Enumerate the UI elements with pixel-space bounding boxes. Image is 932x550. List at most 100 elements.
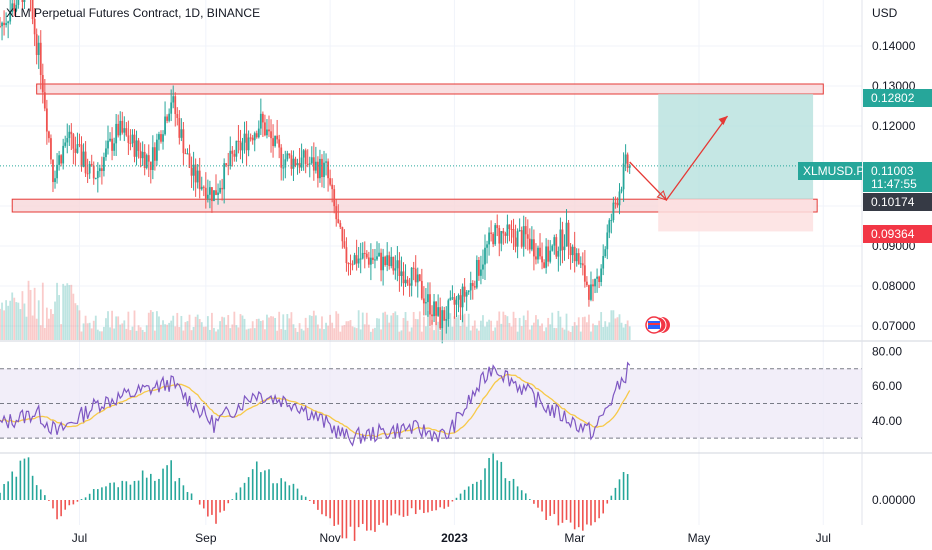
macd-bar — [117, 487, 119, 500]
volume-bar — [13, 297, 16, 340]
volume-bar — [141, 329, 144, 340]
candle-body — [363, 252, 366, 254]
price-tick: 0.08000 — [872, 279, 916, 293]
candle-body — [266, 129, 268, 136]
time-axis[interactable]: Jul Sep Nov 2023 Mar May Jul — [72, 531, 831, 545]
candle-body — [522, 226, 525, 247]
candle-body — [418, 274, 421, 281]
candle-body — [278, 139, 281, 148]
macd-tick: 0.00000 — [872, 493, 916, 507]
volume-bar — [488, 319, 490, 340]
volume-bar — [282, 314, 285, 340]
candle-body — [425, 302, 427, 304]
macd-bar — [545, 500, 547, 520]
candle-body — [9, 11, 12, 22]
volume-bar — [530, 325, 533, 340]
price-axis[interactable]: USD 0.140000.130000.120000.100000.090000… — [872, 6, 916, 507]
macd-bar — [431, 500, 433, 511]
candle-body — [229, 150, 232, 166]
volume-bar — [339, 331, 342, 340]
candle-body — [443, 310, 446, 321]
macd-bar — [333, 500, 336, 526]
volume-bar — [363, 324, 366, 340]
volume-bar — [11, 292, 14, 340]
symbol-label: XLMUSD.P — [803, 164, 864, 178]
macd-bar — [582, 500, 584, 531]
macd-bar — [308, 500, 311, 501]
candle-body — [506, 224, 509, 236]
candle-body — [86, 173, 89, 175]
macd-bar — [537, 500, 539, 508]
candle-body — [319, 158, 321, 179]
candle-body — [392, 256, 395, 271]
volume-bar — [261, 320, 264, 340]
macd-bar — [390, 500, 393, 516]
volume-bar — [376, 318, 378, 340]
macd-bar — [133, 480, 136, 500]
macd-bar — [80, 499, 83, 500]
volume-bar — [235, 325, 238, 340]
candle-body — [213, 190, 215, 201]
volume-bar — [290, 312, 293, 340]
candle-body — [0, 26, 1, 27]
candle-body — [367, 257, 370, 265]
candle-body — [420, 280, 423, 299]
macd-bar — [284, 481, 287, 500]
candle-body — [369, 257, 372, 265]
macd-bar — [565, 500, 568, 520]
candle-body — [39, 42, 42, 75]
volume-bar — [484, 326, 486, 340]
volume-bar — [264, 329, 266, 340]
candle-body — [559, 229, 562, 252]
volume-bar — [72, 293, 75, 340]
macd-bar — [447, 500, 450, 507]
volume-bar — [516, 331, 519, 340]
volume-bar — [581, 317, 584, 340]
volume-bar — [217, 329, 219, 340]
volume-bar — [37, 300, 40, 340]
volume-bar — [398, 331, 401, 340]
candle-body — [245, 133, 248, 151]
volume-bar — [455, 317, 458, 340]
volume-bar — [268, 317, 270, 340]
candle-body — [66, 138, 69, 143]
candle-body — [174, 96, 177, 115]
volume-bar — [514, 317, 517, 340]
symbol-tag — [798, 162, 862, 180]
candle-body — [190, 167, 193, 176]
candle-body — [398, 260, 401, 277]
candle-body — [480, 269, 482, 276]
candle-body — [331, 184, 334, 190]
volume-bar — [247, 328, 250, 340]
candle-body — [431, 314, 433, 317]
candle-body — [484, 247, 486, 265]
candle-body — [378, 252, 380, 257]
volume-bar — [70, 284, 73, 340]
macd-bar — [23, 458, 26, 500]
candle-body — [237, 140, 240, 142]
candle-body — [115, 123, 118, 144]
volume-bar — [410, 327, 413, 340]
candle-body — [325, 161, 327, 163]
candle-body — [327, 161, 329, 179]
candle-body — [518, 230, 521, 232]
volume-bar — [27, 280, 30, 340]
candle-body — [475, 259, 478, 288]
macd-bar — [443, 500, 446, 509]
candle-body — [372, 257, 374, 260]
macd-bar — [423, 500, 425, 514]
volume-bar — [533, 322, 535, 340]
last-price-tag — [863, 162, 932, 192]
macd-bar — [296, 488, 299, 500]
macd-bar — [243, 482, 246, 500]
macd-bar — [264, 470, 266, 500]
candle-body — [585, 281, 588, 286]
candle-body — [569, 246, 572, 256]
volume-bar — [612, 310, 615, 340]
macd-bar — [516, 486, 519, 500]
macd-bar — [276, 483, 278, 500]
macd-bar — [174, 481, 177, 500]
volume-bar — [253, 328, 256, 340]
rsi-tick: 40.00 — [872, 414, 902, 428]
